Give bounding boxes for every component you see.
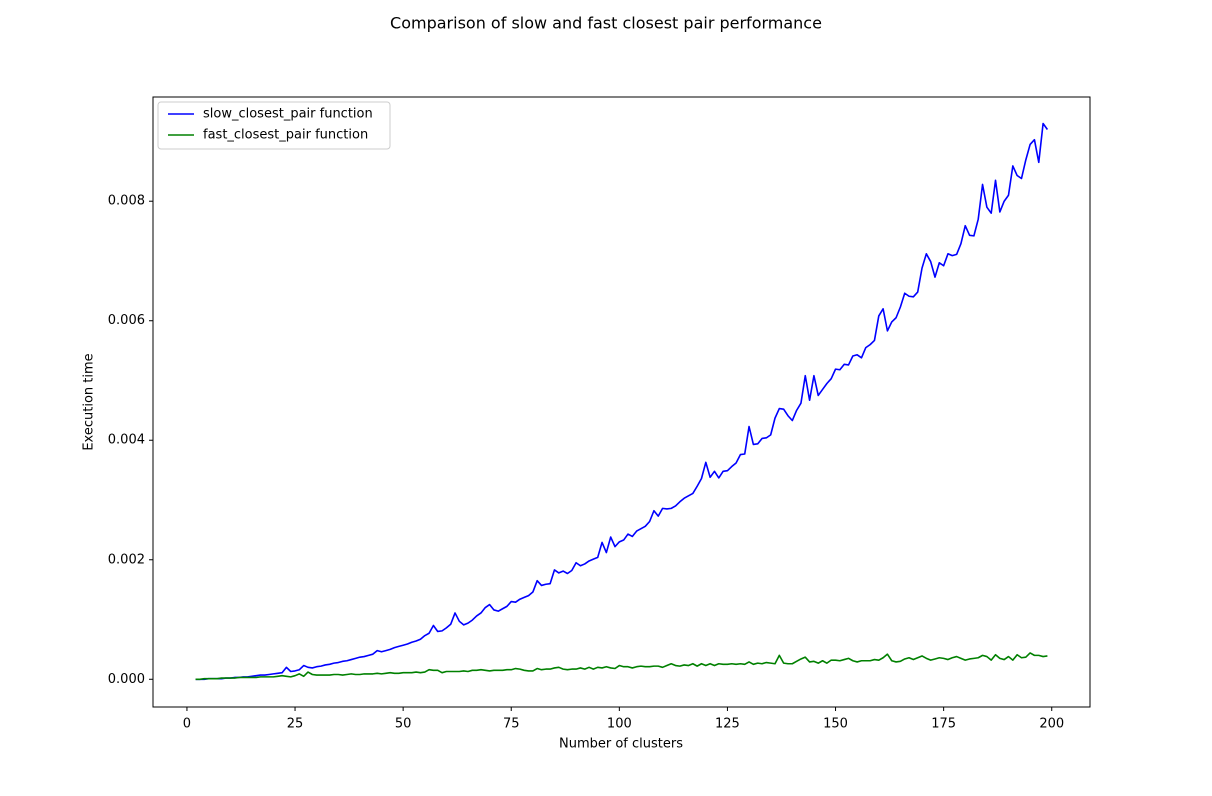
y-tick-label: 0.004 xyxy=(108,433,145,448)
x-tick-label: 100 xyxy=(607,717,632,732)
x-tick-label: 200 xyxy=(1039,717,1064,732)
y-tick-label: 0.000 xyxy=(108,672,145,687)
series-line xyxy=(195,122,1049,681)
x-axis-label: Number of clusters xyxy=(559,737,683,752)
x-tick-label: 25 xyxy=(287,717,304,732)
chart-title: Comparison of slow and fast closest pair… xyxy=(390,14,822,33)
x-tick-label: 125 xyxy=(715,717,740,732)
x-tick-label: 0 xyxy=(183,717,191,732)
y-axis-label: Execution time xyxy=(82,353,97,450)
y-tick-label: 0.008 xyxy=(108,194,145,209)
x-tick-label: 175 xyxy=(931,717,956,732)
plot-frame xyxy=(152,96,1091,708)
x-tick-label: 75 xyxy=(503,717,520,732)
legend: slow_closest_pair function fast_closest_p… xyxy=(157,101,391,150)
x-tick-label: 50 xyxy=(395,717,412,732)
legend-label: fast_closest_pair function xyxy=(203,128,368,143)
y-tick-label: 0.006 xyxy=(108,313,145,328)
y-tick-label: 0.002 xyxy=(108,552,145,567)
series-line xyxy=(195,652,1048,681)
legend-label: slow_closest_pair function xyxy=(203,107,373,122)
x-tick-label: 150 xyxy=(823,717,848,732)
legend-box xyxy=(157,101,391,150)
